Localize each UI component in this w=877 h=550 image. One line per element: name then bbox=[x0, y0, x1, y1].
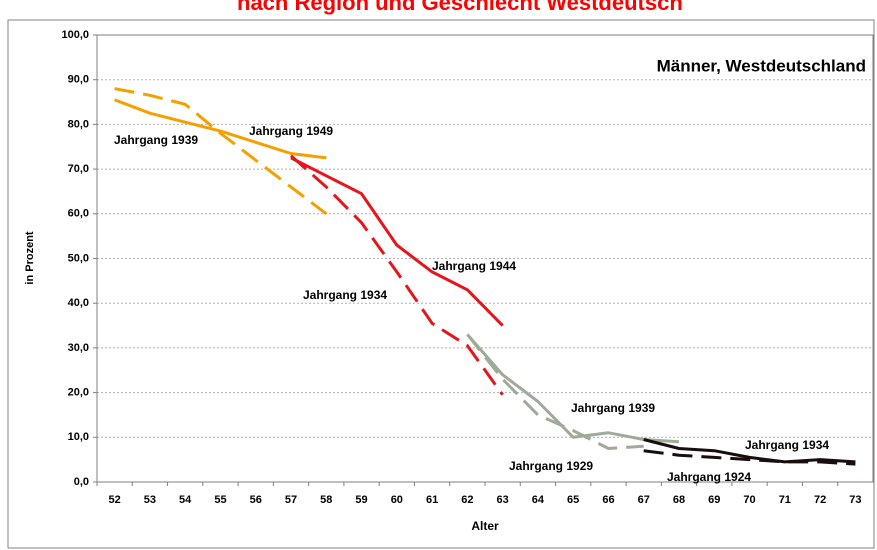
y-tick-label: 0,0 bbox=[74, 476, 89, 488]
series-line bbox=[114, 98, 327, 160]
series-label: Jahrgang 1939 bbox=[571, 401, 655, 415]
y-tick-label: 100,0 bbox=[61, 29, 89, 41]
x-tick-label: 54 bbox=[179, 494, 192, 506]
x-tick-label: 67 bbox=[638, 494, 650, 506]
series-label: Jahrgang 1939 bbox=[114, 133, 198, 147]
series-line bbox=[466, 333, 644, 450]
series-label: Jahrgang 1924 bbox=[667, 470, 751, 484]
y-tick-label: 70,0 bbox=[68, 163, 89, 175]
x-tick-label: 59 bbox=[355, 494, 367, 506]
x-tick-label: 73 bbox=[849, 494, 861, 506]
series-line bbox=[643, 438, 856, 464]
series-line bbox=[290, 156, 504, 327]
subtitle: Männer, Westdeutschland bbox=[657, 56, 866, 75]
x-tick-label: 62 bbox=[461, 494, 473, 506]
x-tick-label: 68 bbox=[673, 494, 685, 506]
x-tick-label: 58 bbox=[320, 494, 332, 506]
x-tick-label: 69 bbox=[708, 494, 720, 506]
series-label: Jahrgang 1934 bbox=[745, 438, 829, 452]
x-axis-label: Alter bbox=[471, 519, 499, 533]
x-tick-label: 71 bbox=[779, 494, 791, 506]
series-label: Jahrgang 1929 bbox=[509, 459, 593, 473]
x-tick-label: 52 bbox=[109, 494, 121, 506]
series-line bbox=[643, 449, 856, 466]
x-tick-label: 57 bbox=[285, 494, 297, 506]
y-tick-label: 10,0 bbox=[68, 431, 89, 443]
x-tick-label: 70 bbox=[743, 494, 755, 506]
y-tick-label: 90,0 bbox=[68, 74, 89, 86]
x-tick-label: 65 bbox=[567, 494, 579, 506]
y-tick-label: 60,0 bbox=[68, 208, 89, 220]
x-tick-label: 55 bbox=[214, 494, 226, 506]
series-label: Jahrgang 1934 bbox=[303, 288, 387, 302]
x-tick-label: 64 bbox=[532, 494, 545, 506]
series-line bbox=[114, 87, 328, 215]
chart-frame bbox=[7, 19, 875, 549]
series-label: Jahrgang 1944 bbox=[432, 259, 516, 273]
x-tick-label: 66 bbox=[602, 494, 614, 506]
x-tick-label: 56 bbox=[250, 494, 262, 506]
chart-title: nach Region und Geschlecht Westdeutsch bbox=[237, 0, 683, 15]
x-tick-label: 63 bbox=[497, 494, 509, 506]
x-tick-label: 61 bbox=[426, 494, 438, 506]
series-label: Jahrgang 1949 bbox=[249, 124, 333, 138]
y-tick-label: 50,0 bbox=[68, 252, 89, 264]
series-line bbox=[290, 154, 504, 396]
y-tick-label: 30,0 bbox=[68, 342, 89, 354]
x-tick-label: 72 bbox=[814, 494, 826, 506]
x-tick-label: 60 bbox=[391, 494, 403, 506]
y-axis-label: in Prozent bbox=[24, 231, 36, 285]
y-tick-label: 40,0 bbox=[68, 297, 89, 309]
x-tick-label: 53 bbox=[144, 494, 156, 506]
y-tick-label: 80,0 bbox=[68, 118, 89, 130]
y-tick-label: 20,0 bbox=[68, 387, 89, 399]
